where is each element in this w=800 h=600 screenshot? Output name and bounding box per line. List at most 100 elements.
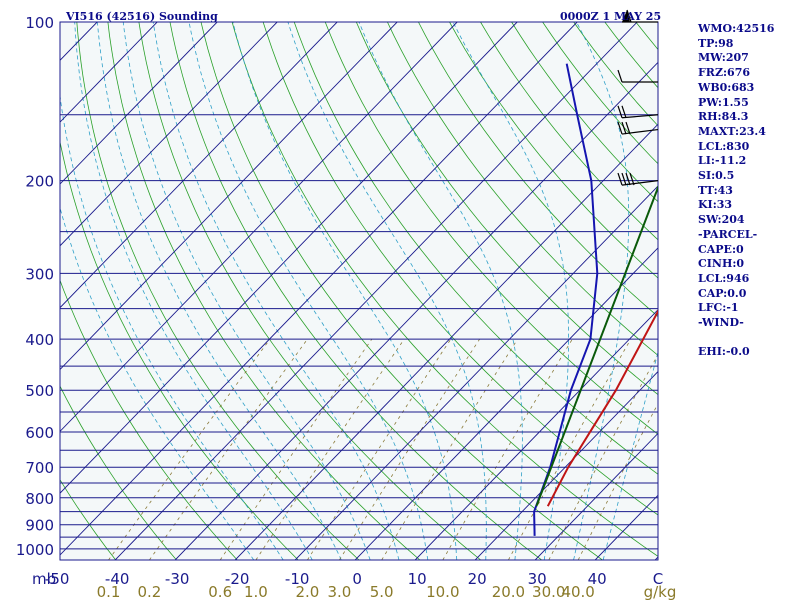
pressure-tick-label: 500 [25,382,54,400]
temperature-tick-label: 40 [588,570,607,588]
mixing-ratio-line [149,338,308,560]
dry-adiabat [293,22,658,475]
mixing-ratio-tick-label: 3.0 [327,583,351,600]
stat-line: EHI:-0.0 [698,345,750,359]
temperature-line [546,309,658,507]
moist-adiabat [358,22,523,560]
isotherm [60,22,398,371]
stat-line: SW:204 [698,213,745,227]
stat-line: -PARCEL- [698,227,758,241]
isotherm [60,22,458,432]
chart-title: VI516 (42516) Sounding [66,10,218,23]
temperature-tick-label: 0 [352,570,362,588]
mixing-ratio-tick-label: 10.0 [426,583,459,600]
stat-line: MAXT:23.4 [698,124,766,138]
mixing-ratio-line [255,338,405,560]
moist-adiabat [232,22,458,560]
stat-line: CINH:0 [698,257,745,271]
stat-line: PW:1.55 [698,95,749,109]
dry-adiabat [387,22,658,356]
moist-adiabat [602,350,658,560]
isotherm [354,247,658,560]
isotherm [474,370,658,560]
stat-line: TP:98 [698,36,734,50]
moist-adiabat [573,22,630,560]
dry-adiabat [138,22,481,560]
stat-line: RH:84.3 [698,110,749,124]
stat-line: WB0:683 [698,80,755,94]
isotherm [294,185,658,560]
dry-adiabat [169,22,542,560]
isotherm [60,22,518,494]
stat-line: LI:-11.2 [698,154,747,168]
isotherm [0,22,37,560]
mixing-ratio-tick-label: g/kg [644,583,677,600]
isotherm [534,432,658,560]
stat-line: LFC:-1 [698,301,739,315]
pressure-tick-label: 700 [25,459,54,477]
pressure-tick-label: 1000 [16,541,54,559]
pressure-tick-label: 800 [25,490,54,508]
dry-adiabat [200,22,603,560]
stat-line: CAPE:0 [698,242,744,256]
pressure-tick-label: 100 [25,14,54,32]
grid-layer [0,22,658,560]
temperature-tick-label: -50 [45,570,70,588]
dry-adiabat [262,22,658,516]
wind-barb [622,9,658,23]
dry-adiabat [449,22,658,279]
moist-adiabat [60,206,255,560]
isotherm [60,22,338,309]
pressure-tick-label: 600 [25,424,54,442]
temperature-tick-label: 10 [408,570,427,588]
dry-adiabat [324,22,658,435]
wind-barb [617,172,659,186]
mixing-ratio-tick-label: 0.6 [208,583,232,600]
stat-line: FRZ:676 [698,66,751,80]
wind-barb [617,121,659,135]
moist-adiabat [188,22,429,560]
dry-adiabat [418,22,658,318]
stat-line: CAP:0.0 [698,286,747,300]
temperature-tick-label: -10 [285,570,310,588]
mixing-ratio-tick-label: 40.0 [561,583,594,600]
stat-line: -WIND- [698,316,744,330]
temperature-tick-label: C [653,570,663,588]
moist-adiabat [74,22,313,560]
dewpoint-line [533,63,599,536]
stat-line: LCL:830 [698,139,750,153]
mixing-ratio-line [219,338,373,560]
dry-adiabat [480,22,658,241]
temperature-tick-label: 30 [528,570,547,588]
dry-adiabat [60,385,177,560]
dry-adiabat [0,22,55,560]
moist-adiabat [60,92,284,560]
stat-line: TT:43 [698,183,733,197]
stat-line: WMO:42516 [698,22,775,35]
parcel-line [535,184,658,507]
pressure-tick-label: 900 [25,517,54,535]
dry-adiabat [231,22,658,557]
wind-barb [617,105,659,119]
stat-line: LCL:946 [698,271,750,285]
dry-adiabat [76,22,360,560]
mixing-ratio-line [339,338,480,560]
pressure-tick-label: 300 [25,265,54,283]
moist-adiabat [122,22,371,560]
moist-adiabat [287,22,487,560]
plot-area [60,22,658,560]
dry-adiabat [60,279,238,560]
dry-adiabat [107,22,421,560]
temperature-tick-label: -40 [105,570,130,588]
temperature-tick-label: -20 [225,570,250,588]
isotherm [114,22,638,560]
pressure-unit-label: mb [32,570,56,588]
mixing-ratio-tick-label: 30.0 [532,583,565,600]
mixing-ratio-tick-label: 5.0 [370,583,394,600]
mixing-ratio-tick-label: 2.0 [296,583,320,600]
mixing-ratio-tick-label: 20.0 [492,583,525,600]
mixing-ratio-tick-label: 1.0 [244,583,268,600]
stat-line: KI:33 [698,198,733,212]
mixing-ratio-tick-label: 0.1 [97,583,121,600]
